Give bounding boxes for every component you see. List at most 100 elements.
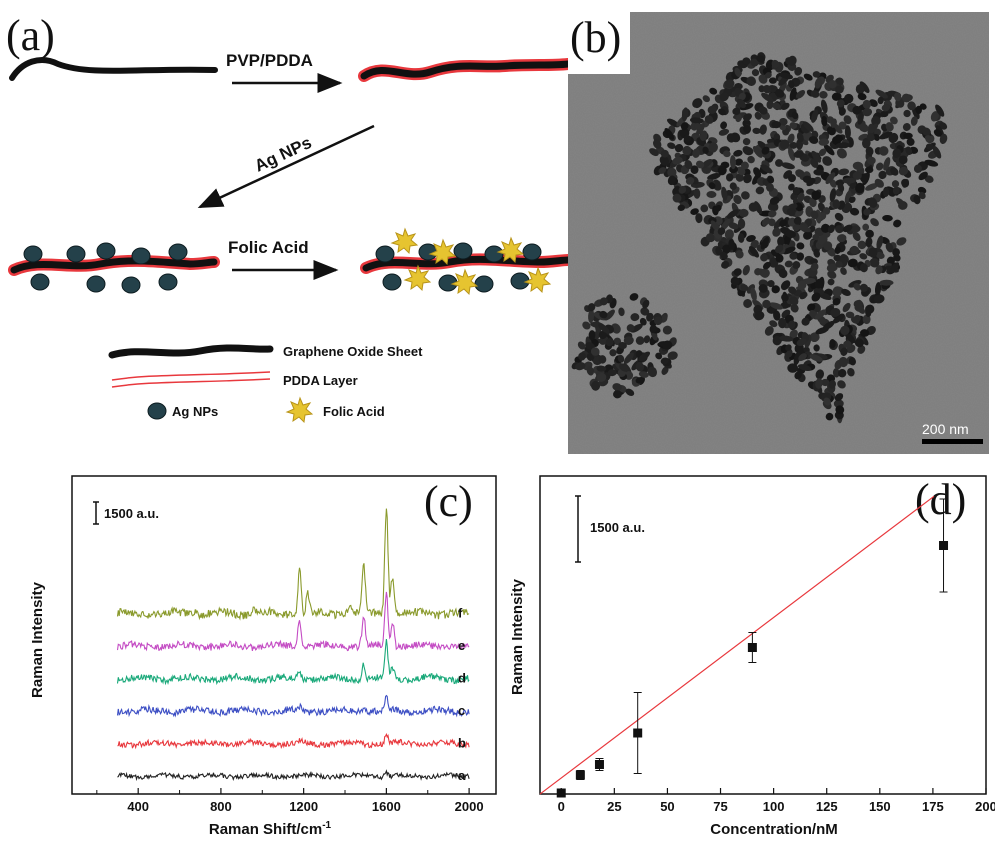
ag-np	[158, 273, 178, 291]
tem-nanoparticle	[726, 173, 734, 182]
tem-nanoparticle	[810, 210, 819, 219]
tem-nanoparticle	[662, 340, 673, 350]
tem-nanoparticle	[694, 123, 702, 130]
tem-nanoparticle	[788, 147, 796, 161]
tem-nanoparticle	[848, 196, 856, 204]
tem-nanoparticle	[815, 378, 823, 389]
tem-nanoparticle	[733, 149, 743, 157]
tem-nanoparticle	[898, 155, 908, 165]
tem-nanoparticle	[832, 313, 845, 324]
legend-pdda-label: PDDA Layer	[283, 373, 358, 388]
tem-nanoparticle	[741, 191, 750, 200]
tem-nanoparticle	[924, 135, 934, 142]
tem-nanoparticle	[692, 98, 703, 109]
tem-nanoparticle	[834, 246, 841, 255]
tem-nanoparticle	[865, 229, 874, 239]
ag-np	[66, 245, 86, 263]
spectrum-a	[117, 769, 470, 782]
tem-nanoparticle	[761, 217, 770, 226]
tem-nanoparticle	[791, 111, 799, 120]
tem-nanoparticle	[809, 332, 820, 343]
tem-nanoparticle	[793, 351, 801, 366]
tem-nanoparticle	[789, 87, 797, 101]
tem-nanoparticle	[771, 59, 780, 69]
tem-nanoparticle	[660, 149, 669, 158]
tem-nanoparticle	[844, 202, 853, 211]
tem-nanoparticle	[733, 268, 742, 276]
tem-nanoparticle	[635, 362, 645, 372]
tem-nanoparticle	[732, 107, 741, 116]
tem-nanoparticle	[796, 132, 804, 143]
ag-np	[121, 276, 141, 294]
tem-nanoparticle	[742, 265, 750, 276]
tem-nanoparticle	[766, 183, 774, 192]
chart-d-xtick-label: 75	[713, 799, 727, 814]
tem-nanoparticle	[834, 393, 844, 402]
tem-nanoparticle	[882, 215, 893, 222]
tem-nanoparticle	[801, 317, 810, 326]
tem-nanoparticle	[918, 171, 928, 181]
tem-nanoparticle	[813, 169, 825, 176]
tem-nanoparticle	[639, 317, 647, 326]
tem-nanoparticle	[924, 159, 939, 167]
ag-np	[96, 242, 116, 260]
tem-nanoparticle	[591, 380, 601, 391]
tem-nanoparticle	[814, 309, 827, 320]
tem-nanoparticle	[832, 199, 841, 209]
tem-nanoparticle	[841, 288, 851, 296]
tem-nanoparticle	[743, 299, 753, 308]
tem-nanoparticle	[778, 317, 787, 329]
tem-nanoparticle	[925, 143, 934, 150]
tem-nanoparticle	[807, 303, 816, 312]
tem-nanoparticle	[917, 186, 927, 194]
chart-d-xtick-label: 175	[922, 799, 944, 814]
tem-nanoparticle	[885, 122, 894, 132]
tem-nanoparticle	[667, 142, 676, 149]
tem-nanoparticle	[585, 342, 595, 350]
tem-nanoparticle	[773, 217, 784, 230]
tem-nanoparticle	[793, 216, 802, 225]
tem-nanoparticle	[829, 188, 837, 202]
tem-nanoparticle	[638, 351, 651, 362]
tem-nanoparticle	[932, 145, 942, 159]
spectrum-label-e: e	[458, 638, 465, 653]
tem-nanoparticle	[667, 118, 680, 128]
tem-nanoparticle	[921, 127, 931, 136]
tem-nanoparticle	[623, 336, 634, 345]
tem-nanoparticle	[838, 121, 847, 130]
tem-nanoparticle	[838, 368, 847, 378]
tem-nanoparticle	[775, 159, 783, 167]
tem-nanoparticle	[664, 127, 675, 140]
tem-nanoparticle	[752, 127, 761, 134]
tem-nanoparticle	[667, 175, 676, 186]
tem-nanoparticle	[891, 180, 900, 188]
tem-nanoparticle	[693, 188, 701, 199]
spectrum-label-d: d	[458, 671, 466, 686]
chart-d-scale-label: 1500 a.u.	[590, 520, 645, 535]
tem-nanoparticle	[772, 227, 781, 237]
chart-c-xlabel-sup: -1	[322, 820, 331, 831]
tem-nanoparticle	[877, 96, 884, 105]
tem-nanoparticle	[781, 102, 790, 110]
tem-nanoparticle	[753, 167, 761, 177]
tem-nanoparticle	[788, 183, 795, 191]
spectrum-e	[116, 591, 470, 652]
tem-nanoparticle	[829, 338, 836, 349]
tem-nanoparticle	[643, 335, 651, 344]
panel-b-tem-image: (b) 200 nm	[568, 12, 989, 454]
tem-nanoparticle	[761, 92, 774, 103]
panel-letter-c: (c)	[424, 477, 473, 526]
tem-nanoparticle	[605, 338, 614, 347]
chart-d-xtick-label: 150	[869, 799, 891, 814]
ag-np	[522, 243, 542, 261]
chart-c-x-ticks: 400 800 1200 1600 2000	[96, 788, 484, 814]
tem-nanoparticle	[840, 267, 847, 275]
spectrum-label-c: c	[458, 703, 465, 718]
tem-nanoparticle	[789, 252, 798, 260]
tem-nanoparticle	[868, 197, 878, 208]
tem-nanoparticle	[730, 132, 741, 143]
chart-d-xtick-label: 50	[660, 799, 674, 814]
tem-nanoparticle	[838, 107, 846, 116]
chart-c-xtick-label: 400	[127, 799, 149, 814]
tem-nanoparticle	[760, 236, 770, 250]
